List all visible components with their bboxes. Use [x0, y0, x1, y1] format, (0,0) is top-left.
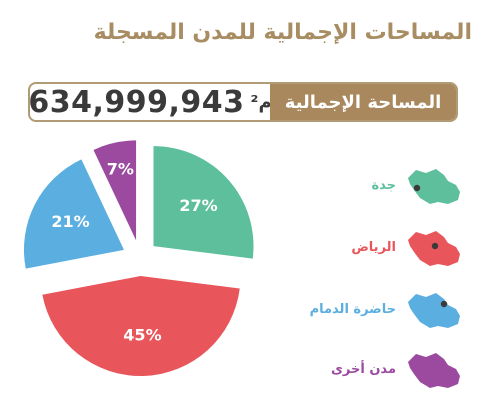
page-title: المساحات الإجمالية للمدن المسجلة — [93, 20, 472, 45]
saudi-map-icon — [408, 293, 460, 328]
total-area-unit: م² — [250, 91, 272, 113]
pie-slice-label: 7% — [107, 160, 134, 179]
pie-slice — [153, 146, 254, 259]
total-area-bar: 634,999,943 م² المساحة الإجمالية — [28, 82, 458, 122]
legend-label-riyadh: الرياض — [351, 240, 396, 255]
saudi-map-icon — [408, 353, 460, 388]
pie-slice-label: 27% — [179, 196, 217, 215]
pie-slice-label: 21% — [51, 212, 89, 231]
legend-item-riyadh: الرياض — [314, 226, 464, 270]
total-area-label: المساحة الإجمالية — [284, 91, 442, 113]
legend-item-dammam: حاضرة الدمام — [310, 288, 464, 332]
pie-slice — [42, 275, 240, 376]
legend-label-jeddah: جدة — [371, 178, 396, 193]
saudi-map-icon — [408, 231, 460, 266]
legend-item-others: مدن أخرى — [314, 348, 464, 392]
total-area-label-box: المساحة الإجمالية — [270, 84, 456, 120]
saudi-map-icon — [408, 169, 460, 204]
pie-slice — [93, 140, 137, 241]
total-area-value-group: 634,999,943 م² — [28, 84, 271, 120]
total-area-value: 634,999,943 — [28, 84, 245, 120]
legend-label-others: مدن أخرى — [330, 362, 396, 377]
pie-slice-label: 45% — [123, 325, 161, 344]
pie-slice — [23, 159, 124, 269]
legend-label-dammam: حاضرة الدمام — [309, 302, 396, 317]
legend-item-jeddah: جدة — [314, 164, 464, 208]
